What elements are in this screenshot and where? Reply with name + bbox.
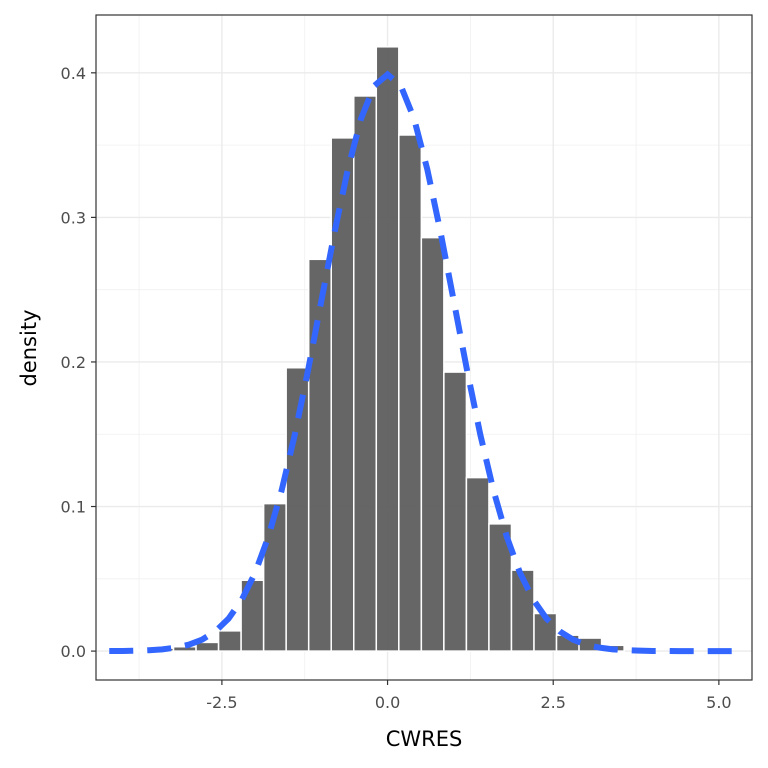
x-tick-label: 0.0 [375, 693, 400, 712]
histogram-bar [510, 569, 535, 652]
histogram-bar [353, 95, 378, 652]
normal-density-curve [109, 70, 746, 655]
x-axis: -2.5 0.0 2.5 5.0 [206, 680, 732, 712]
histogram-bar [217, 630, 242, 652]
histogram-bar [375, 46, 400, 652]
histogram-bar [420, 236, 445, 652]
histogram-bar [307, 258, 332, 652]
x-tick-label: 2.5 [540, 693, 565, 712]
y-tick-label: 0.3 [61, 208, 86, 227]
y-tick-label: 0.1 [61, 498, 86, 517]
histogram-bar [465, 476, 490, 652]
histogram-bar [398, 134, 423, 652]
histogram-bar [330, 137, 355, 652]
x-tick-label: 5.0 [706, 693, 731, 712]
y-tick-label: 0.4 [61, 64, 86, 83]
y-axis: 0.0 0.1 0.2 0.3 0.4 [61, 64, 96, 661]
plot-border [95, 14, 753, 681]
y-axis-title: density [17, 310, 41, 387]
x-tick-label: -2.5 [206, 693, 237, 712]
histogram-bar [443, 371, 468, 652]
histogram-bars [127, 46, 625, 652]
x-axis-title: CWRES [386, 727, 463, 751]
y-tick-label: 0.0 [61, 642, 86, 661]
histogram-bar [172, 646, 197, 652]
y-tick-label: 0.2 [61, 353, 86, 372]
histogram-bar [262, 502, 287, 652]
